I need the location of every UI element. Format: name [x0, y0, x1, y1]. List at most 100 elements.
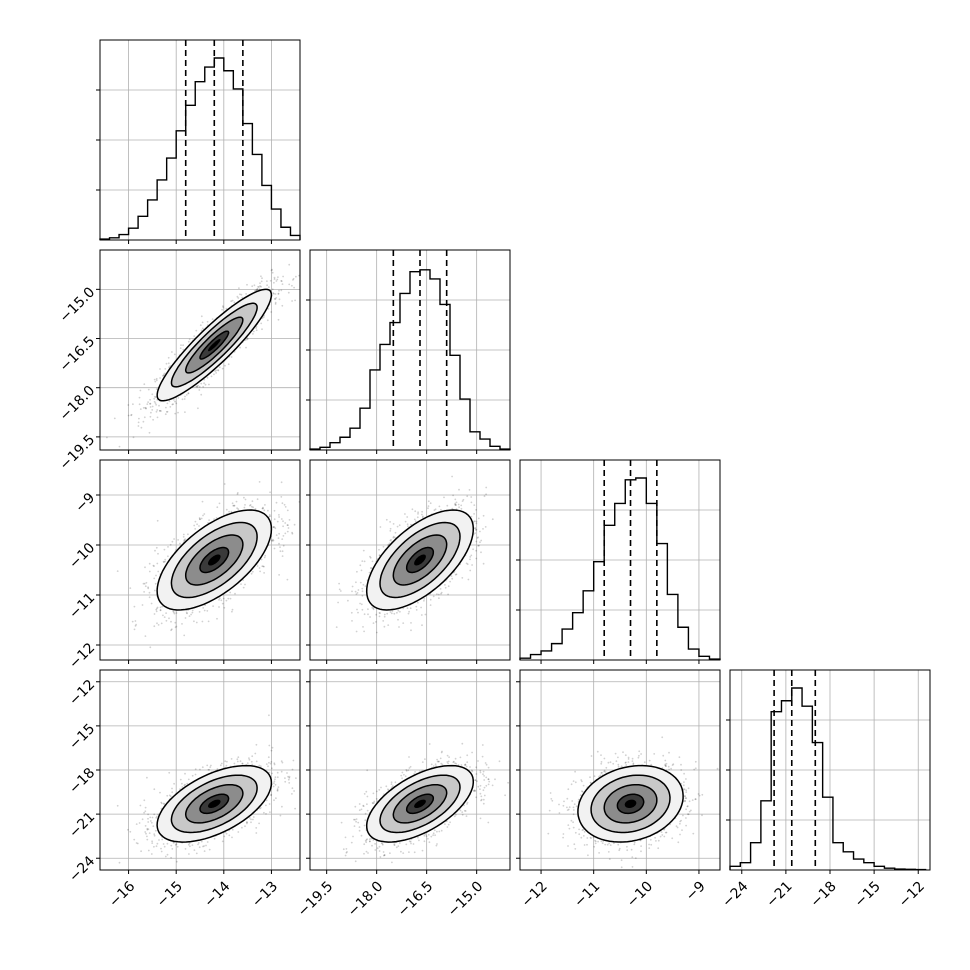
scatter-point — [201, 500, 204, 503]
scatter-point — [371, 560, 374, 563]
scatter-point — [174, 412, 177, 415]
scatter-point — [291, 284, 293, 287]
scatter-point — [159, 368, 161, 370]
scatter-point — [130, 413, 133, 416]
scatter-point — [199, 518, 201, 521]
scatter-point — [244, 504, 246, 506]
scatter-point — [278, 289, 280, 292]
scatter-point — [260, 280, 263, 283]
scatter-point — [196, 523, 199, 526]
scatter-point — [260, 285, 262, 288]
scatter-point — [130, 414, 133, 417]
scatter-point — [144, 566, 146, 569]
scatter-point — [156, 519, 159, 522]
scatter-point — [243, 506, 246, 509]
scatter-point — [446, 504, 449, 507]
scatter-point — [169, 406, 172, 408]
scatter-point — [416, 516, 419, 519]
scatter-point — [150, 411, 152, 414]
scatter-point — [145, 581, 148, 584]
scatter-point — [275, 280, 278, 282]
scatter-point — [222, 305, 224, 308]
scatter-point — [375, 631, 378, 634]
scatter-point — [222, 306, 225, 309]
scatter-point — [253, 284, 256, 287]
scatter-point — [221, 308, 224, 311]
scatter-point — [282, 535, 285, 537]
scatter-point — [249, 504, 251, 507]
scatter-point — [153, 395, 156, 398]
scatter-point — [261, 507, 264, 510]
scatter-point — [354, 590, 357, 593]
scatter-point — [158, 404, 160, 407]
scatter-point — [161, 605, 164, 608]
scatter-point — [200, 329, 203, 332]
scatter-point — [246, 338, 249, 340]
scatter-point — [240, 583, 242, 585]
scatter-point — [187, 533, 189, 536]
scatter-point — [339, 590, 342, 592]
scatter-point — [194, 520, 197, 523]
scatter-point — [217, 369, 219, 371]
histogram-panel — [516, 459, 721, 664]
scatter-point — [165, 612, 168, 614]
scatter-point — [175, 612, 178, 614]
scatter-point — [167, 546, 169, 548]
scatter-point — [281, 555, 284, 557]
scatter-point — [351, 585, 354, 588]
scatter-point — [272, 526, 275, 529]
scatter-point — [206, 610, 209, 612]
scatter-point — [268, 286, 270, 289]
scatter-point — [198, 389, 201, 391]
scatter-point — [137, 425, 140, 427]
scatter-point — [182, 536, 185, 538]
scatter-point — [168, 366, 170, 369]
scatter-point — [177, 411, 179, 414]
scatter-point — [252, 506, 255, 509]
scatter-point — [239, 293, 241, 296]
scatter-point — [183, 539, 186, 542]
scatter-point — [143, 383, 146, 386]
scatter-point — [271, 538, 274, 541]
scatter-point — [397, 609, 400, 612]
scatter-point — [279, 550, 282, 553]
scatter-point — [221, 367, 224, 370]
scatter-point — [237, 508, 240, 511]
scatter-point — [149, 415, 152, 418]
scatter-point — [475, 528, 478, 531]
scatter-point — [375, 613, 378, 616]
scatter-point — [180, 344, 182, 346]
scatter-point — [222, 597, 225, 600]
scatter-point — [444, 586, 447, 589]
scatter-point — [451, 577, 454, 580]
scatter-point — [145, 407, 147, 409]
scatter-point — [113, 417, 116, 420]
scatter-point — [156, 622, 158, 625]
scatter-point — [172, 403, 175, 406]
scatter-point — [230, 510, 233, 513]
scatter-point — [410, 629, 412, 632]
scatter-point — [182, 533, 185, 536]
axes-frame — [99, 249, 301, 451]
scatter-point — [420, 606, 422, 609]
scatter-point — [280, 280, 283, 282]
scatter-point — [389, 521, 391, 523]
scatter-point — [160, 622, 163, 625]
scatter-point — [167, 555, 169, 558]
scatter-density-panel — [306, 459, 511, 664]
scatter-point — [146, 403, 149, 405]
scatter-point — [155, 410, 158, 413]
scatter-point — [407, 612, 410, 615]
scatter-point — [251, 285, 254, 288]
scatter-point — [194, 528, 197, 530]
scatter-point — [174, 400, 176, 403]
scatter-point — [288, 263, 291, 266]
scatter-point — [392, 536, 395, 539]
pair-plot-area — [116, 481, 300, 649]
contour-line — [184, 316, 244, 374]
scatter-point — [218, 599, 220, 601]
scatter-point — [469, 569, 472, 572]
pair-plot-area — [106, 263, 300, 448]
scatter-point — [404, 513, 406, 515]
scatter-point — [199, 324, 202, 327]
